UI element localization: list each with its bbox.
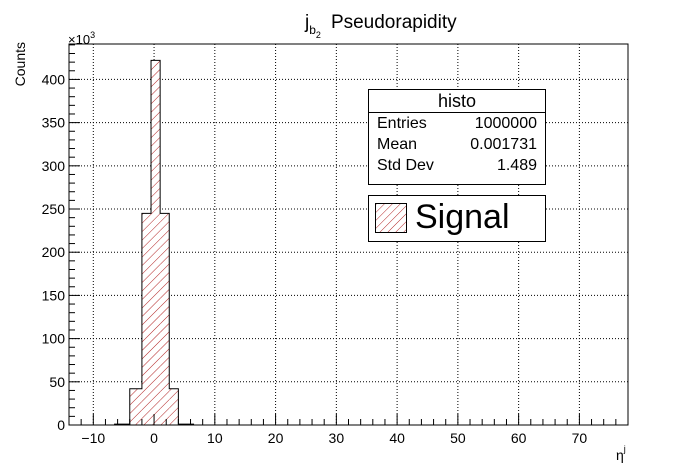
histogram-bar (169, 388, 179, 425)
axes: −10 0 10 20 30 40 50 60 70 0 50 100 150 200 250 300 350 4… (42, 43, 629, 446)
y-axis-multiplier: ×103 (68, 30, 95, 47)
x-tick-label: −10 (81, 430, 105, 446)
y-tick-label: 250 (42, 201, 66, 217)
stats-title: histo (369, 90, 545, 113)
histogram-bar (151, 60, 161, 425)
y-tick-label: 0 (57, 417, 65, 433)
histogram-bar (160, 213, 170, 425)
x-tick-label: 10 (207, 430, 223, 446)
histogram-bar (129, 388, 142, 425)
stats-box: histo Entries 1000000 Mean 0.001731 Std … (368, 89, 546, 185)
x-tick-label: 40 (389, 430, 405, 446)
stats-value: 1000000 (474, 115, 537, 132)
y-tick-label: 350 (42, 115, 66, 131)
x-tick-label: 0 (150, 430, 158, 446)
stats-label: Entries (377, 115, 427, 132)
y-axis-label: Counts (12, 42, 28, 86)
chart-title: jb2Pseudorapidity (304, 12, 457, 40)
legend-label-signal: Signal (415, 198, 510, 236)
stats-row-entries: Entries 1000000 (369, 113, 545, 134)
legend-box: Signal (368, 195, 546, 242)
x-tick-label: 30 (329, 430, 345, 446)
histogram-outline (114, 59, 195, 425)
histogram-bar (141, 213, 152, 425)
stats-row-mean: Mean 0.001731 (369, 134, 545, 155)
stats-row-stddev: Std Dev 1.489 (369, 155, 545, 176)
stats-value: 1.489 (496, 157, 537, 174)
y-tick-label: 200 (42, 244, 66, 260)
stats-label: Std Dev (377, 157, 434, 174)
x-tick-label: 50 (450, 430, 466, 446)
y-tick-label: 100 (42, 331, 66, 347)
stats-label: Mean (377, 136, 418, 153)
y-tick-label: 300 (42, 158, 66, 174)
histogram-bars (114, 59, 195, 425)
y-tick-label: 400 (42, 71, 66, 87)
y-tick-label: 150 (42, 287, 66, 303)
y-tick-label: 50 (49, 374, 65, 390)
x-tick-label: 60 (511, 430, 527, 446)
stats-value: 0.001731 (470, 136, 537, 153)
x-tick-label: 20 (268, 430, 284, 446)
x-tick-label: 70 (572, 430, 588, 446)
x-axis-label: ηj (616, 444, 626, 463)
legend-swatch-signal (375, 203, 407, 233)
